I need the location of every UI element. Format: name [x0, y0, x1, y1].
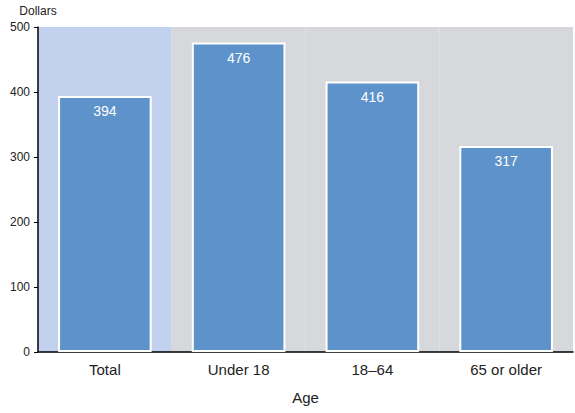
svg-text:300: 300 — [10, 150, 30, 164]
svg-text:476: 476 — [227, 50, 251, 66]
svg-text:65 or older: 65 or older — [470, 361, 542, 378]
svg-text:400: 400 — [10, 85, 30, 99]
svg-text:416: 416 — [361, 89, 385, 105]
svg-text:317: 317 — [494, 153, 518, 169]
svg-text:0: 0 — [23, 345, 30, 359]
svg-text:Total: Total — [89, 361, 121, 378]
svg-text:Dollars: Dollars — [19, 4, 56, 18]
svg-text:Age: Age — [292, 389, 319, 406]
svg-text:500: 500 — [10, 20, 30, 34]
svg-text:Under 18: Under 18 — [208, 361, 270, 378]
svg-text:200: 200 — [10, 215, 30, 229]
svg-text:394: 394 — [93, 103, 117, 119]
svg-text:18–64: 18–64 — [352, 361, 394, 378]
svg-text:100: 100 — [10, 280, 30, 294]
